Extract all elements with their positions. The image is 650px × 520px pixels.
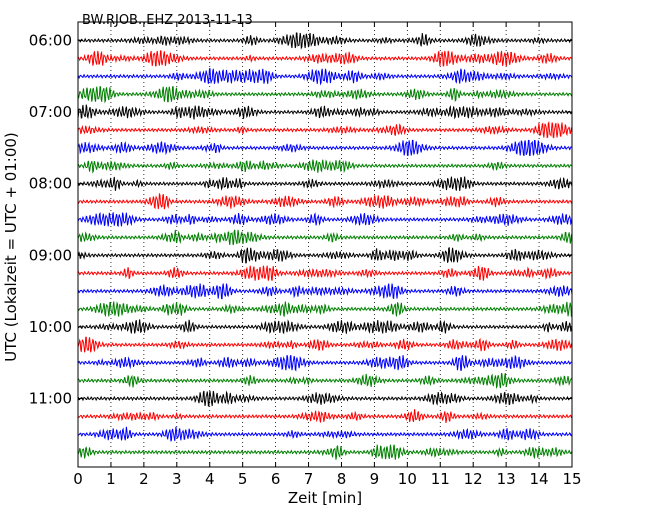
x-tick-label: 4 [205, 470, 215, 488]
seismic-trace [77, 319, 573, 335]
seismic-trace [77, 176, 573, 191]
x-tick-label: 12 [464, 470, 483, 488]
seismic-trace [77, 104, 573, 120]
seismic-trace [77, 265, 573, 281]
seismic-trace [77, 159, 573, 174]
seismic-trace [77, 32, 573, 50]
seismic-trace [77, 283, 573, 300]
y-tick-label: 09:00 [29, 246, 72, 264]
y-tick-label: 11:00 [29, 390, 72, 408]
seismic-trace [77, 372, 573, 390]
seismic-trace [77, 426, 573, 442]
seismic-trace [77, 192, 573, 210]
x-tick-label: 15 [562, 470, 581, 488]
x-tick-label: 1 [106, 470, 116, 488]
seismic-trace [77, 229, 573, 246]
x-axis-label: Zeit [min] [288, 489, 362, 507]
seismic-trace [77, 409, 573, 423]
x-tick-label: 8 [337, 470, 347, 488]
plot-frame [77, 21, 573, 468]
chart-title: BW.RJOB..EHZ 2013-11-13 [82, 13, 253, 28]
x-tick-label: 6 [271, 470, 281, 488]
seismic-trace [77, 390, 573, 407]
seismic-trace [77, 212, 573, 228]
x-tick-label: 3 [172, 470, 182, 488]
x-tick-label: 11 [431, 470, 450, 488]
y-axis-label: UTC (Lokalzeit = UTC + 01:00) [2, 132, 20, 362]
x-tick-label: 2 [139, 470, 149, 488]
x-tick-label: 0 [73, 470, 83, 488]
y-axis-ticks: 06:00 07:00 08:00 09:00 10:00 11:00 [29, 32, 572, 408]
seismic-trace [77, 68, 573, 86]
seismic-trace [77, 246, 573, 264]
y-tick-label: 08:00 [29, 175, 72, 193]
seismic-traces [77, 32, 573, 460]
seismic-trace [77, 444, 573, 460]
x-tick-label: 14 [530, 470, 549, 488]
seismic-trace [77, 301, 573, 318]
seismic-trace [77, 50, 573, 67]
y-tick-label: 10:00 [29, 318, 72, 336]
y-tick-label: 06:00 [29, 32, 72, 50]
seismic-trace [77, 86, 573, 104]
seismic-trace [77, 354, 573, 372]
seismic-trace [77, 139, 573, 157]
seismic-trace [77, 120, 572, 139]
x-tick-label: 9 [370, 470, 380, 488]
x-tick-label: 5 [238, 470, 248, 488]
x-tick-label: 10 [398, 470, 417, 488]
x-axis-ticks: 0 1 2 3 4 5 6 7 8 9 10 11 12 13 14 15 [73, 22, 582, 488]
x-tick-label: 7 [304, 470, 314, 488]
y-tick-label: 07:00 [29, 103, 72, 121]
seismic-trace [77, 336, 573, 353]
x-tick-label: 13 [497, 470, 516, 488]
